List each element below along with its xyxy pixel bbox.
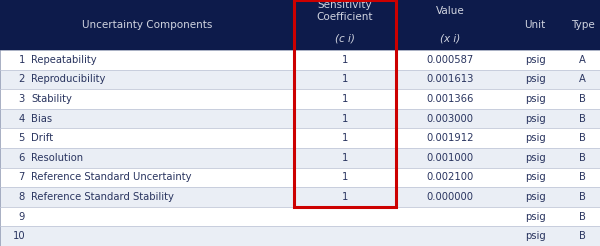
Text: 4: 4 — [19, 114, 25, 123]
Text: B: B — [579, 212, 586, 222]
Text: 1: 1 — [342, 153, 348, 163]
Bar — [0, 50, 600, 70]
Text: Unit: Unit — [524, 20, 545, 30]
Bar — [294, 0, 396, 207]
Text: Drift: Drift — [31, 133, 53, 143]
Bar — [0, 128, 600, 148]
Text: psig: psig — [524, 133, 545, 143]
Bar — [0, 187, 600, 207]
Text: 1: 1 — [342, 192, 348, 202]
Text: 1: 1 — [19, 55, 25, 65]
Bar — [0, 89, 600, 109]
Text: 0.001613: 0.001613 — [427, 74, 473, 84]
Text: Sensitivity
Coefficient: Sensitivity Coefficient — [317, 0, 373, 22]
Text: 1: 1 — [342, 94, 348, 104]
Text: B: B — [579, 133, 586, 143]
Text: 2: 2 — [19, 74, 25, 84]
Text: B: B — [579, 94, 586, 104]
Text: psig: psig — [524, 153, 545, 163]
Text: psig: psig — [524, 231, 545, 241]
Text: Type: Type — [571, 20, 595, 30]
Text: B: B — [579, 153, 586, 163]
Text: 0.001912: 0.001912 — [426, 133, 474, 143]
Text: B: B — [579, 192, 586, 202]
Text: 0.000587: 0.000587 — [427, 55, 473, 65]
Bar — [0, 70, 600, 89]
Text: psig: psig — [524, 172, 545, 182]
Text: (x i): (x i) — [440, 33, 460, 44]
Text: psig: psig — [524, 114, 545, 123]
Bar — [0, 207, 600, 226]
Bar — [0, 0, 600, 50]
Text: psig: psig — [524, 94, 545, 104]
Text: Reference Standard Stability: Reference Standard Stability — [31, 192, 174, 202]
Text: 0.001366: 0.001366 — [427, 94, 473, 104]
Text: 3: 3 — [19, 94, 25, 104]
Text: 0.001000: 0.001000 — [427, 153, 473, 163]
Text: 0.000000: 0.000000 — [427, 192, 473, 202]
Text: 0.002100: 0.002100 — [427, 172, 473, 182]
Text: Value: Value — [436, 6, 464, 16]
Text: Reference Standard Uncertainty: Reference Standard Uncertainty — [31, 172, 191, 182]
Text: psig: psig — [524, 192, 545, 202]
Text: Repeatability: Repeatability — [31, 55, 97, 65]
Text: 1: 1 — [342, 172, 348, 182]
Text: 5: 5 — [19, 133, 25, 143]
Text: (c i): (c i) — [335, 33, 355, 44]
Text: 0.003000: 0.003000 — [427, 114, 473, 123]
Text: B: B — [579, 231, 586, 241]
Text: 8: 8 — [19, 192, 25, 202]
Text: 1: 1 — [342, 133, 348, 143]
Text: 9: 9 — [19, 212, 25, 222]
Text: Reproducibility: Reproducibility — [31, 74, 106, 84]
Text: Stability: Stability — [31, 94, 72, 104]
Text: psig: psig — [524, 55, 545, 65]
Text: 1: 1 — [342, 55, 348, 65]
Text: 7: 7 — [19, 172, 25, 182]
Text: psig: psig — [524, 212, 545, 222]
Text: 10: 10 — [13, 231, 25, 241]
Bar — [0, 168, 600, 187]
Bar — [0, 148, 600, 168]
Text: 1: 1 — [342, 74, 348, 84]
Text: 1: 1 — [342, 114, 348, 123]
Text: Bias: Bias — [31, 114, 52, 123]
Text: 6: 6 — [19, 153, 25, 163]
Bar — [0, 109, 600, 128]
Text: B: B — [579, 114, 586, 123]
Text: B: B — [579, 172, 586, 182]
Text: Resolution: Resolution — [31, 153, 83, 163]
Text: Uncertainty Components: Uncertainty Components — [82, 20, 212, 30]
Text: psig: psig — [524, 74, 545, 84]
Text: A: A — [579, 55, 586, 65]
Bar — [0, 226, 600, 246]
Text: A: A — [579, 74, 586, 84]
